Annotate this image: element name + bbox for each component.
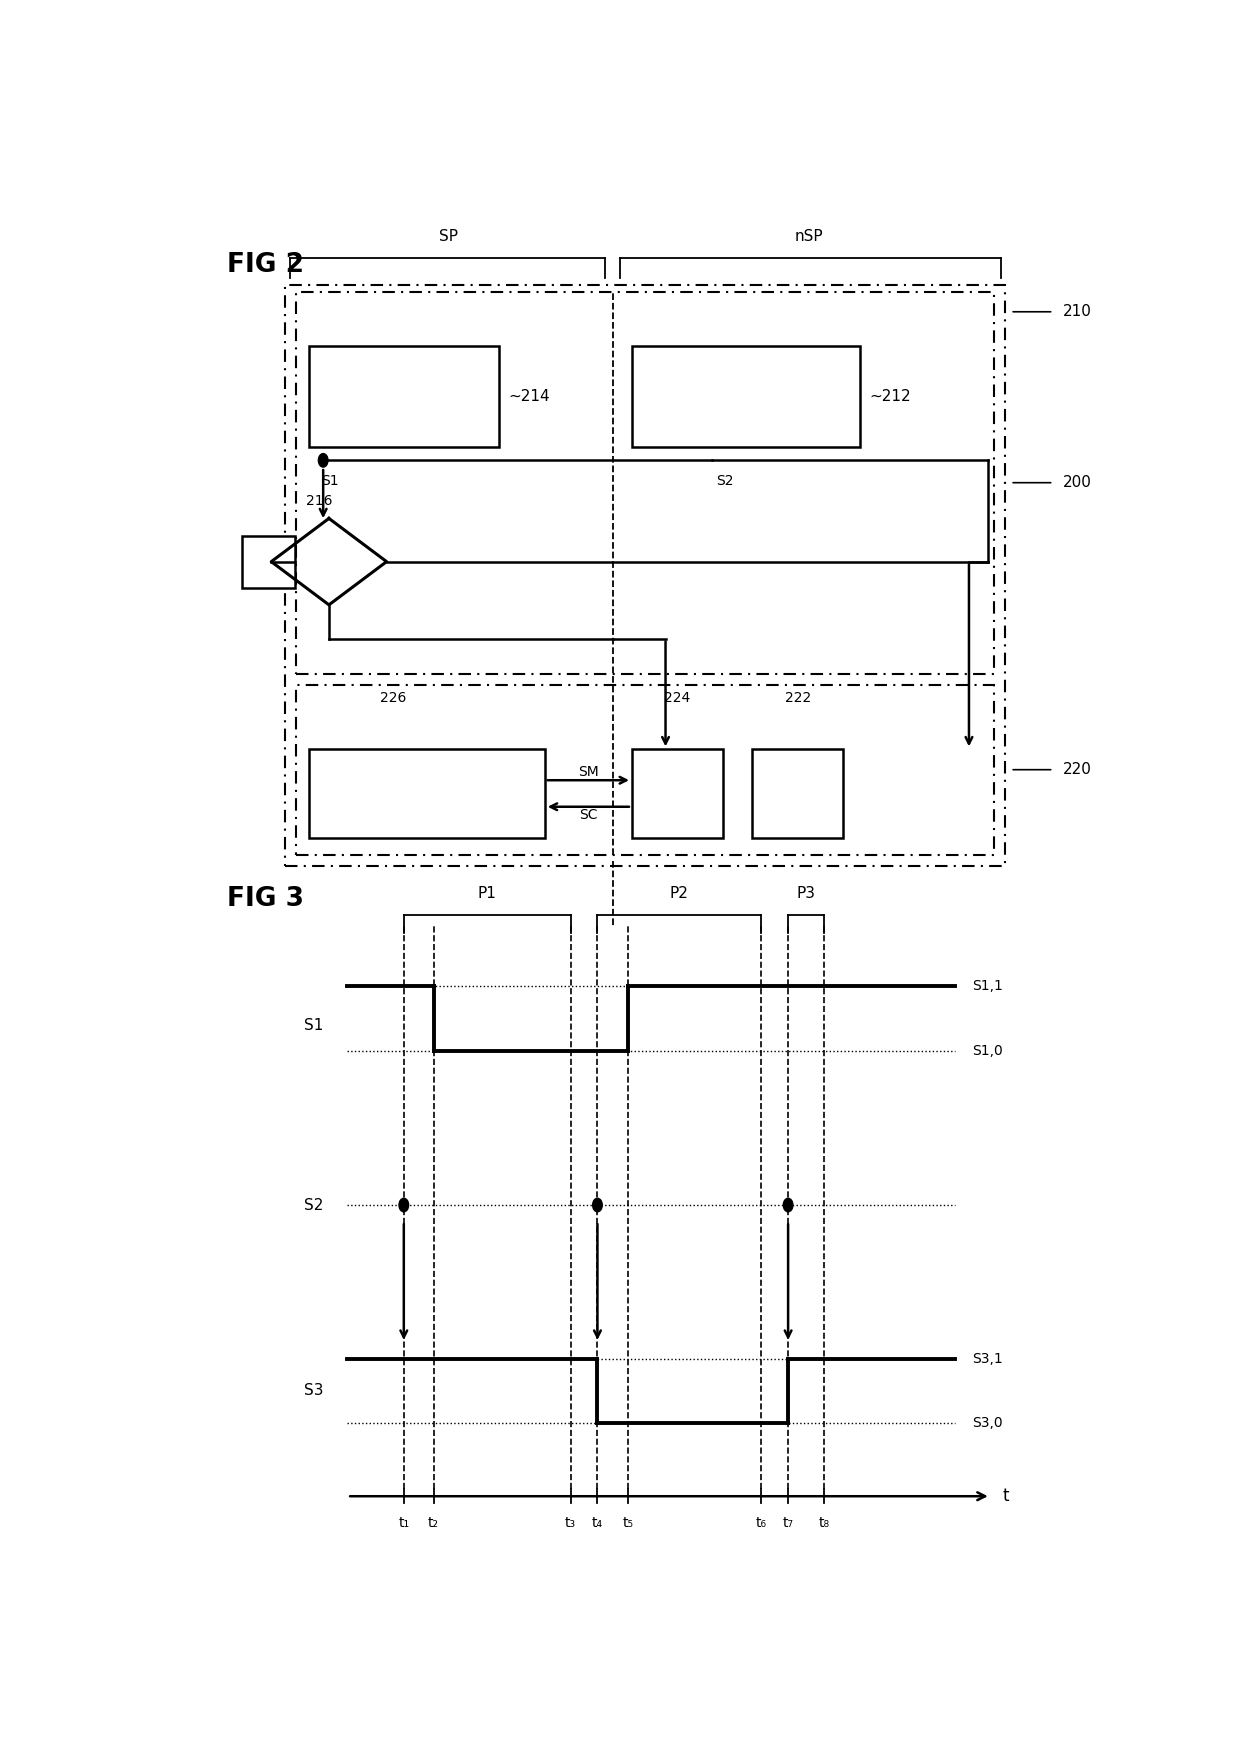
Circle shape <box>399 1198 409 1212</box>
Text: S1: S1 <box>304 1017 324 1033</box>
FancyBboxPatch shape <box>309 346 498 447</box>
Text: 220: 220 <box>1063 763 1092 777</box>
Text: S3,0: S3,0 <box>972 1415 1002 1430</box>
FancyBboxPatch shape <box>751 749 843 838</box>
Text: P3: P3 <box>796 886 816 902</box>
Circle shape <box>784 1198 792 1212</box>
Circle shape <box>593 1198 603 1212</box>
Text: 210: 210 <box>1063 303 1092 319</box>
Text: ~214: ~214 <box>508 389 551 403</box>
FancyBboxPatch shape <box>285 284 1006 865</box>
Text: t₃: t₃ <box>565 1515 577 1529</box>
Text: nSP: nSP <box>795 228 823 244</box>
Text: SM: SM <box>578 765 599 779</box>
FancyBboxPatch shape <box>632 749 723 838</box>
Text: SP: SP <box>439 228 459 244</box>
Text: S1,1: S1,1 <box>972 979 1003 993</box>
FancyBboxPatch shape <box>296 291 994 674</box>
Text: t₅: t₅ <box>622 1515 634 1529</box>
Text: t₄: t₄ <box>591 1515 603 1529</box>
Text: ~212: ~212 <box>869 389 911 403</box>
Text: P1: P1 <box>477 886 497 902</box>
Text: 222: 222 <box>785 691 811 705</box>
Text: t₈: t₈ <box>818 1515 830 1529</box>
Text: SC: SC <box>579 809 598 823</box>
Text: 224: 224 <box>665 691 691 705</box>
Text: t₆: t₆ <box>756 1515 766 1529</box>
Text: t₂: t₂ <box>428 1515 439 1529</box>
Text: 226: 226 <box>379 691 405 705</box>
FancyBboxPatch shape <box>296 684 994 854</box>
Text: S2: S2 <box>717 474 734 488</box>
Text: P2: P2 <box>670 886 688 902</box>
Text: S3,1: S3,1 <box>972 1352 1003 1366</box>
Text: t: t <box>1003 1487 1009 1505</box>
Text: S3: S3 <box>304 1384 324 1398</box>
Text: 216: 216 <box>306 495 332 509</box>
FancyBboxPatch shape <box>309 749 544 838</box>
Text: S2: S2 <box>304 1198 324 1212</box>
FancyBboxPatch shape <box>243 535 295 588</box>
Circle shape <box>319 454 327 467</box>
Text: FIG 2: FIG 2 <box>227 251 304 277</box>
Text: S1: S1 <box>321 474 339 488</box>
Text: FIG 3: FIG 3 <box>227 886 304 912</box>
Text: t₁: t₁ <box>398 1515 409 1529</box>
Text: S1,0: S1,0 <box>972 1044 1003 1058</box>
FancyBboxPatch shape <box>632 346 859 447</box>
Text: 200: 200 <box>1063 475 1092 489</box>
Text: t₇: t₇ <box>782 1515 794 1529</box>
